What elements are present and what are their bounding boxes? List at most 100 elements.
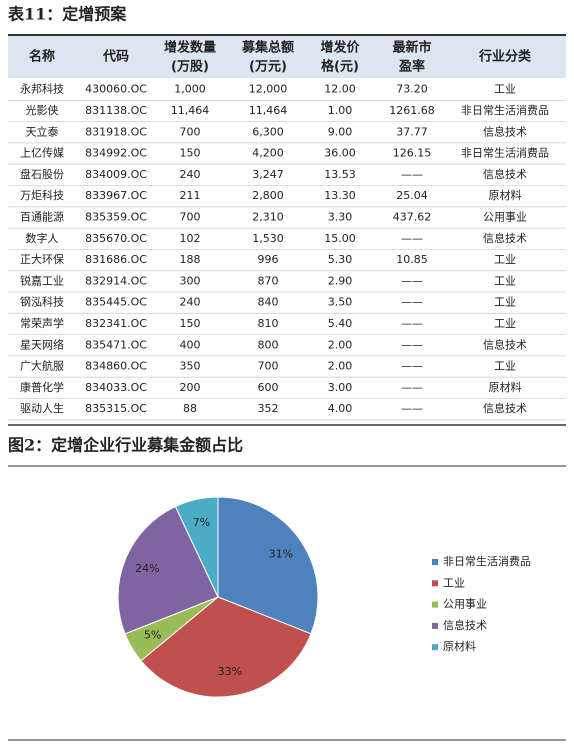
cell: 永邦科技: [20, 82, 64, 96]
cell: 上亿传媒: [20, 147, 64, 160]
cell: 833967.OC: [85, 189, 147, 202]
cell: 831918.OC: [85, 125, 147, 138]
header-cell: 行业分类: [478, 49, 532, 65]
legend-swatch: [432, 559, 438, 565]
cell: 13.30: [324, 189, 356, 202]
cell: 835359.OC: [85, 210, 147, 223]
header-cell: (万元): [249, 60, 287, 75]
cell: 834992.OC: [85, 147, 147, 160]
cell: 1,530: [252, 232, 284, 245]
cell: 12,000: [249, 83, 288, 96]
cell: ——: [401, 232, 423, 245]
cell: 2,800: [252, 189, 284, 202]
cell: 831138.OC: [85, 104, 147, 117]
cell: 102: [180, 232, 201, 245]
slice-label: 31%: [269, 547, 293, 560]
header-cell: 名称: [29, 49, 55, 65]
cell: 12.00: [324, 83, 356, 96]
cell: 834033.OC: [85, 381, 147, 394]
cell: 星天网络: [20, 337, 64, 351]
header-cell: 盈率: [398, 59, 425, 75]
legend-label: 信息技术: [443, 618, 487, 632]
cell: 73.20: [396, 83, 428, 96]
cell: 300: [180, 274, 201, 287]
cell: 5.40: [328, 317, 353, 330]
cell: 常荣声学: [20, 316, 64, 330]
cell: 2.00: [328, 360, 353, 373]
cell: 11,464: [249, 104, 288, 117]
cell: 700: [180, 125, 201, 138]
cell: 600: [258, 381, 279, 394]
cell: 信息技术: [483, 401, 527, 415]
cell: ——: [401, 274, 423, 287]
cell: 10.85: [396, 253, 428, 266]
cell: 834009.OC: [85, 168, 147, 181]
cell: 工业: [494, 296, 516, 309]
cell: 88: [183, 402, 197, 415]
pie-slice: [174, 496, 219, 598]
cell: 200: [180, 381, 201, 394]
cell: 工业: [494, 274, 516, 287]
legend-label: 非日常生活消费品: [443, 554, 531, 568]
cell: ——: [401, 168, 423, 181]
cell: 工业: [494, 317, 516, 330]
cell: 工业: [494, 253, 516, 266]
cell: 240: [180, 296, 201, 309]
cell: ——: [401, 338, 423, 351]
legend-swatch: [432, 580, 438, 587]
cell: 240: [180, 168, 201, 181]
cell: 800: [258, 338, 279, 351]
pie-slice: [217, 496, 319, 635]
cell: 3.00: [328, 381, 353, 394]
cell: 钢泓科技: [20, 295, 64, 309]
cell: 700: [180, 210, 201, 223]
cell: 5.30: [328, 253, 353, 266]
cell: ——: [401, 402, 423, 415]
cell: 11,464: [171, 104, 210, 117]
cell: 2.00: [328, 338, 353, 351]
legend-swatch: [432, 622, 438, 629]
cell: ——: [401, 360, 423, 373]
slice-label: 33%: [218, 665, 242, 678]
cell: 康普化学: [20, 380, 64, 394]
cell: 信息技术: [483, 231, 527, 245]
cell: 9.00: [328, 125, 353, 138]
cell: 2,310: [252, 210, 284, 223]
cell: 831686.OC: [85, 253, 147, 266]
cell: 437.62: [393, 210, 432, 223]
header-cell: 募集总额: [241, 40, 294, 56]
pie-slice: [117, 505, 219, 635]
cell: 4.00: [328, 402, 353, 415]
cell: 3.50: [328, 296, 353, 309]
cell: 996: [258, 253, 279, 266]
table-title: 表11：定增预案: [7, 5, 127, 24]
cell: 工业: [494, 360, 516, 373]
legend-label: 原材料: [443, 639, 476, 653]
header-cell: 最新市: [392, 40, 431, 56]
cell: 834860.OC: [85, 360, 147, 373]
cell: 211: [180, 189, 201, 202]
header-cell: 增发价: [320, 40, 360, 56]
cell: 公用事业: [483, 210, 527, 223]
slice-label: 5%: [144, 629, 161, 642]
header-bg: [8, 36, 566, 78]
legend-swatch: [432, 644, 438, 651]
slice-label: 7%: [193, 516, 210, 529]
cell: 150: [180, 147, 201, 160]
cell: 150: [180, 317, 201, 330]
cell: 原材料: [489, 380, 522, 394]
cell: 37.77: [396, 125, 428, 138]
cell: 工业: [494, 83, 516, 96]
cell: 13.53: [324, 168, 356, 181]
cell: 光影侠: [26, 103, 59, 117]
cell: 信息技术: [483, 124, 527, 138]
cell: 832914.OC: [85, 274, 147, 287]
cell: 870: [258, 274, 279, 287]
cell: 3,247: [252, 168, 284, 181]
cell: 原材料: [489, 188, 522, 202]
cell: 2.90: [328, 274, 353, 287]
cell: 信息技术: [483, 167, 527, 181]
cell: 盘石股份: [20, 167, 64, 181]
pie-slice: [140, 596, 312, 698]
